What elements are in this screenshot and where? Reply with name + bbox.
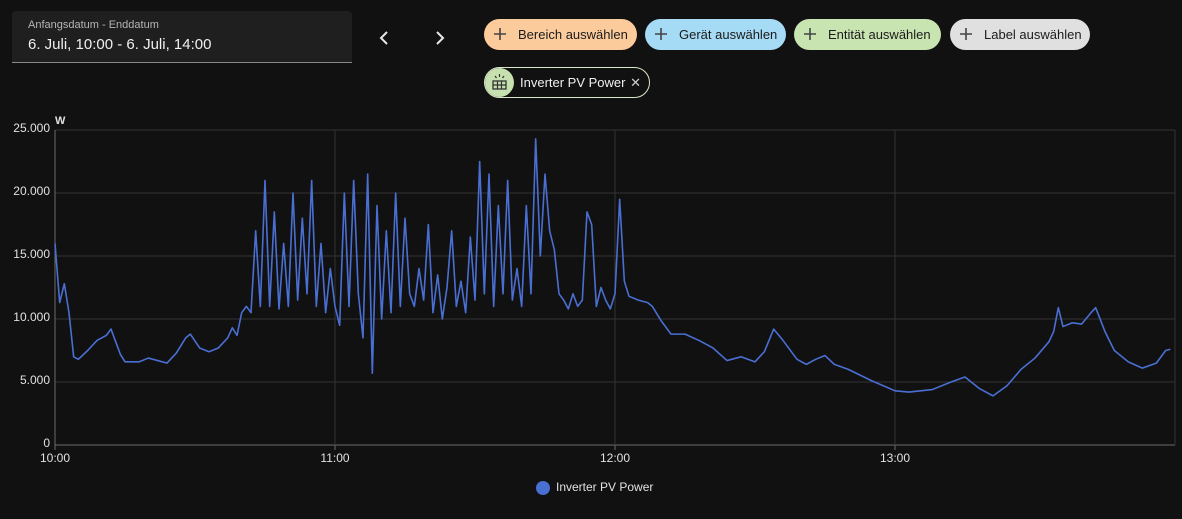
entity-chip[interactable]: Entität auswählen [794, 19, 941, 50]
prev-button[interactable] [372, 26, 396, 50]
solar-icon [492, 74, 507, 90]
plus-icon [655, 28, 667, 40]
selected-entity-chip[interactable]: Inverter PV Power ✕ [484, 67, 650, 98]
y-tick-label: 0 [43, 436, 50, 450]
x-tick-label: 11:00 [320, 451, 349, 465]
area-chip[interactable]: Bereich auswählen [484, 19, 637, 50]
plus-icon [960, 28, 972, 40]
y-tick-label: 10.000 [13, 310, 50, 324]
plus-icon [494, 28, 506, 40]
chip-label: Entität auswählen [828, 27, 931, 42]
legend-label: Inverter PV Power [556, 480, 653, 494]
y-tick-label: 15.000 [13, 247, 50, 261]
x-tick-label: 13:00 [880, 451, 910, 465]
plus-icon [804, 28, 816, 40]
field-value: 6. Juli, 10:00 - 6. Juli, 14:00 [28, 36, 212, 53]
label-chip[interactable]: Label auswählen [950, 19, 1090, 50]
entity-icon [485, 68, 514, 97]
chip-label: Bereich auswählen [518, 27, 628, 42]
chip-label: Gerät auswählen [679, 27, 778, 42]
chip-label: Inverter PV Power [520, 75, 626, 90]
x-tick-label: 10:00 [40, 451, 70, 465]
chip-label: Label auswählen [984, 27, 1082, 42]
y-tick-label: 25.000 [13, 121, 50, 135]
y-axis-unit: W [55, 115, 66, 127]
device-chip[interactable]: Gerät auswählen [645, 19, 786, 50]
legend-marker [536, 481, 550, 495]
x-tick-label: 12:00 [600, 451, 630, 465]
date-range-field[interactable]: Anfangsdatum - Enddatum 6. Juli, 10:00 -… [12, 11, 352, 63]
next-button[interactable] [428, 26, 452, 50]
y-tick-label: 5.000 [20, 373, 50, 387]
field-label: Anfangsdatum - Enddatum [28, 19, 159, 31]
y-tick-label: 20.000 [13, 184, 50, 198]
remove-button[interactable]: ✕ [630, 75, 641, 90]
data-line [54, 138, 1171, 397]
